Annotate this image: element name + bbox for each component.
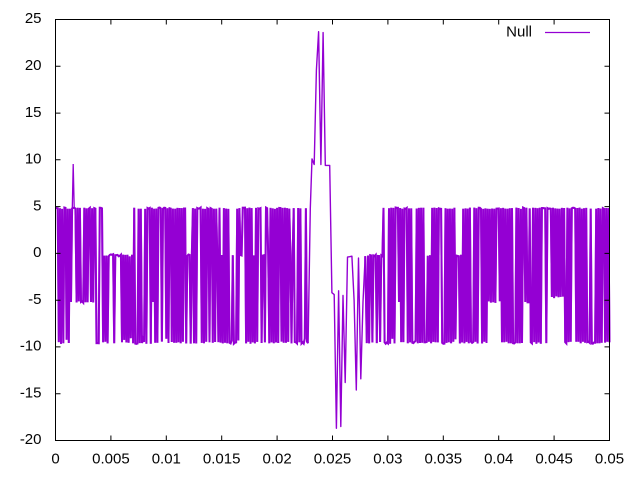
svg-text:0.005: 0.005 — [92, 450, 130, 467]
svg-text:0.04: 0.04 — [484, 450, 513, 467]
svg-text:0.02: 0.02 — [262, 450, 291, 467]
svg-text:25: 25 — [25, 10, 42, 27]
svg-text:-5: -5 — [28, 291, 41, 308]
svg-text:0.025: 0.025 — [314, 450, 352, 467]
svg-text:-20: -20 — [20, 431, 42, 448]
svg-text:0.05: 0.05 — [595, 450, 624, 467]
svg-text:0.045: 0.045 — [535, 450, 573, 467]
svg-text:0.03: 0.03 — [373, 450, 402, 467]
svg-text:0: 0 — [51, 450, 59, 467]
svg-text:Null: Null — [506, 24, 532, 41]
svg-text:0: 0 — [33, 244, 41, 261]
svg-text:0.01: 0.01 — [152, 450, 181, 467]
svg-text:-15: -15 — [20, 384, 42, 401]
svg-text:-10: -10 — [20, 338, 42, 355]
svg-text:15: 15 — [25, 104, 42, 121]
svg-text:20: 20 — [25, 57, 42, 74]
svg-text:5: 5 — [33, 197, 41, 214]
svg-text:10: 10 — [25, 151, 42, 168]
svg-text:0.015: 0.015 — [203, 450, 241, 467]
svg-text:0.035: 0.035 — [425, 450, 463, 467]
